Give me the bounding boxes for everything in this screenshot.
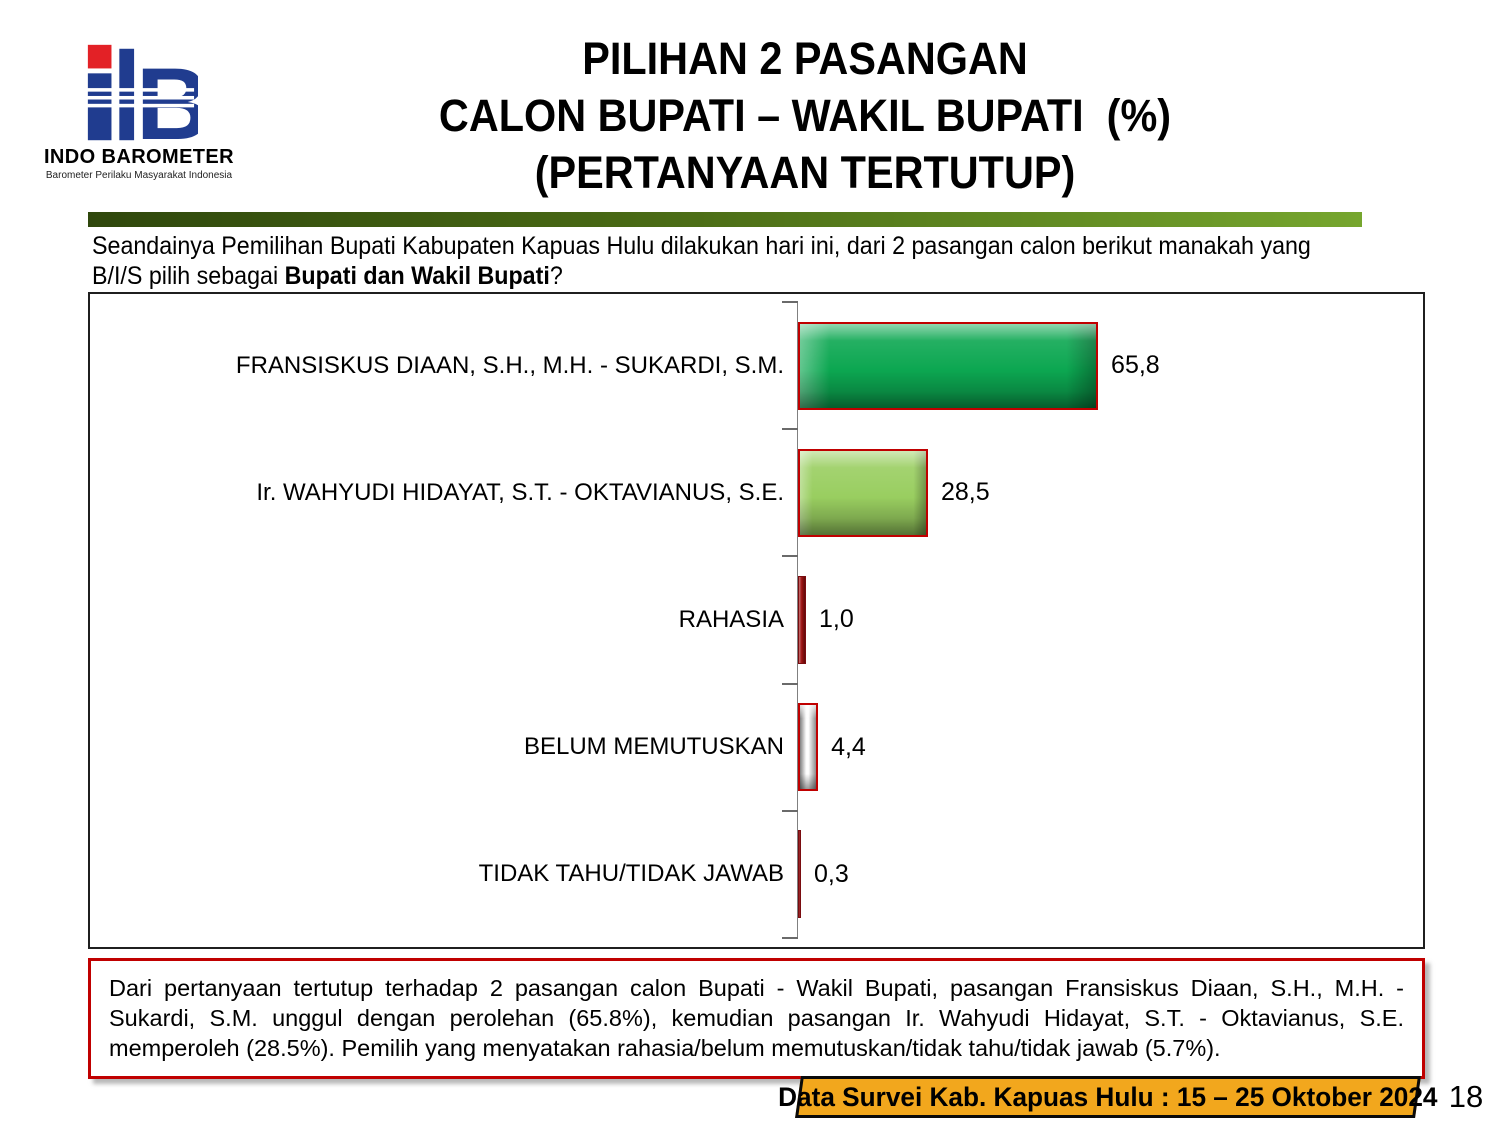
value-label: 28,5 [940, 478, 990, 507]
title-line-1: PILIHAN 2 PASANGAN [582, 33, 1028, 84]
chart-row: 65,8 [798, 302, 1415, 429]
chart-row: 0,3 [798, 811, 1415, 938]
bar-tidak-tahu [798, 830, 801, 919]
value-label: 0,3 [814, 859, 849, 888]
summary-box: Dari pertanyaan tertutup terhadap 2 pasa… [88, 958, 1425, 1079]
chart-row: 28,5 [798, 429, 1415, 556]
summary-text: Dari pertanyaan tertutup terhadap 2 pasa… [109, 975, 1404, 1061]
indo-barometer-logo-icon: B [83, 44, 198, 144]
title-divider-bar [88, 212, 1362, 227]
logo-tagline: Barometer Perilaku Masyarakat Indonesia [45, 170, 233, 181]
value-label: 65,8 [1111, 351, 1160, 380]
title-line-3: (PERTANYAAN TERTUTUP) [534, 147, 1076, 198]
chart-row: 4,4 [798, 684, 1415, 811]
axis-tick [782, 301, 798, 303]
axis-tick [782, 682, 798, 685]
logo-name: INDO BAROMETER [43, 146, 235, 168]
question-line-1: Seandainya Pemilihan Bupati Kabupaten Ka… [92, 232, 1311, 260]
plot-area: 65,8 28,5 1,0 4,4 0,3 [782, 301, 1415, 939]
page-title: PILIHAN 2 PASANGAN CALON BUPATI – WAKIL … [200, 30, 1410, 201]
question-line-2: B/I/S pilih sebagai Bupati dan Wakil Bup… [92, 262, 563, 290]
axis-tick [782, 555, 798, 558]
value-label: 4,4 [831, 732, 866, 761]
chart-row: 1,0 [798, 556, 1415, 683]
survey-date-label: Data Survei Kab. Kapuas Hulu : 15 – 25 O… [778, 1081, 1438, 1112]
axis-tick [782, 937, 798, 939]
bar-belum-memutuskan [798, 703, 819, 792]
indo-barometer-logo: B INDO BAROMETER Barometer Perilaku Masy… [40, 44, 238, 181]
bar-rahasia [798, 575, 806, 664]
survey-question: Seandainya Pemilihan Bupati Kabupaten Ka… [92, 231, 1427, 291]
bar-fransiskus-sukardi [798, 321, 1099, 410]
bar-chart: FRANSISKUS DIAAN, S.H., M.H. - SUKARDI, … [88, 292, 1425, 949]
bar-wahyudi-oktavianus [798, 448, 928, 537]
category-labels: FRANSISKUS DIAAN, S.H., M.H. - SUKARDI, … [90, 302, 797, 938]
axis-tick [782, 428, 798, 431]
title-line-2: CALON BUPATI – WAKIL BUPATI (%) [438, 90, 1172, 141]
category-label: RAHASIA [678, 605, 784, 633]
category-label: Ir. WAHYUDI HIDAYAT, S.T. - OKTAVIANUS, … [256, 478, 784, 506]
category-label: BELUM MEMUTUSKAN [523, 733, 784, 761]
axis-tick [782, 809, 798, 812]
category-label: FRANSISKUS DIAAN, S.H., M.H. - SUKARDI, … [235, 351, 784, 379]
category-label: TIDAK TAHU/TIDAK JAWAB [478, 860, 784, 888]
value-label: 1,0 [819, 605, 854, 634]
survey-date-badge: Data Survei Kab. Kapuas Hulu : 15 – 25 O… [778, 1076, 1438, 1118]
page-number: 18 [1448, 1079, 1484, 1114]
svg-text:B: B [136, 46, 198, 144]
